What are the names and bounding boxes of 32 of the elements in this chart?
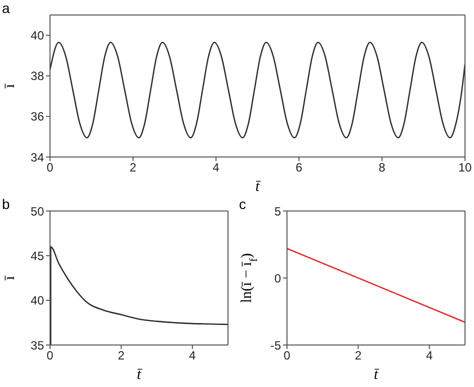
y-tick-label: 45 (30, 248, 44, 263)
y-tick-label: 40 (30, 28, 44, 43)
x-tick-label: 6 (296, 160, 303, 175)
y-tick-label: 5 (274, 204, 282, 218)
x-tick-label: 0 (284, 348, 291, 363)
x-tick-label: 4 (212, 160, 220, 175)
chart-title: a (2, 0, 10, 16)
x-tick-label: 10 (458, 160, 472, 175)
x-tick-label: 0 (46, 160, 54, 175)
y-tick-label: 38 (30, 69, 44, 84)
y-tick-label: 35 (30, 338, 44, 352)
y-tick-label: 50 (30, 204, 44, 218)
x-axis-title: t̄ (255, 179, 262, 195)
chart-title: c (239, 196, 246, 212)
y-axis-title: ī (2, 275, 18, 282)
y-axis-title: ī (2, 83, 18, 90)
chart-title: b (2, 196, 10, 212)
y-tick-label: 0 (274, 271, 282, 286)
x-tick-label: 0 (46, 348, 54, 363)
x-tick-label: 8 (378, 160, 386, 175)
x-tick-label: 4 (426, 348, 434, 363)
y-tick-label: 36 (30, 110, 44, 124)
x-tick-label: 2 (118, 348, 125, 363)
y-tick-label: -5 (270, 338, 282, 352)
y-tick-label: 40 (30, 294, 44, 308)
x-tick-label: 4 (189, 348, 196, 363)
x-axis-title: t̄ (136, 367, 143, 383)
x-tick-label: 2 (354, 348, 362, 363)
x-tick-label: 2 (130, 160, 137, 175)
line-series (50, 42, 465, 138)
y-tick-label: 34 (30, 150, 44, 164)
x-axis-title: t̄ (374, 367, 380, 383)
